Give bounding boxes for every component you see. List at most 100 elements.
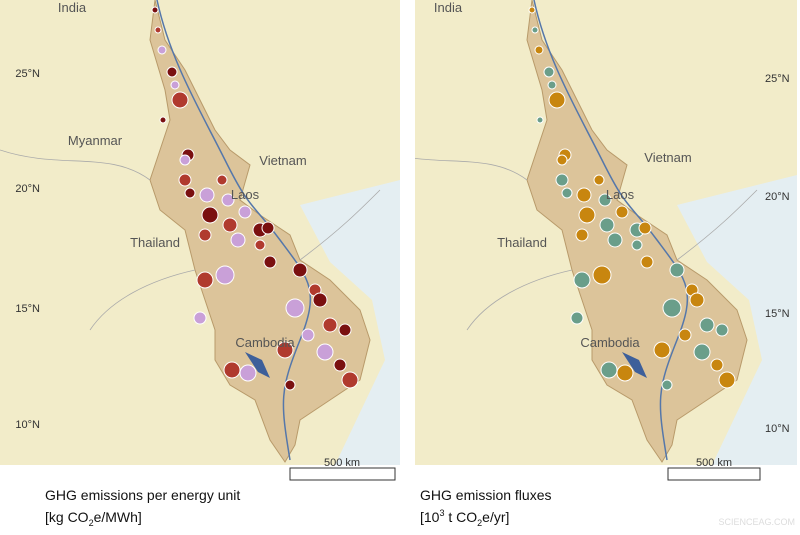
plant-marker <box>166 66 178 78</box>
plant-marker <box>157 45 167 55</box>
plant-marker <box>638 221 652 235</box>
plant-marker <box>199 187 215 203</box>
place-label: Laos <box>231 187 260 202</box>
caption-title: GHG emissions per energy unit <box>45 487 240 503</box>
watermark: SCIENCEAG.COM <box>718 517 795 527</box>
plant-marker <box>285 298 305 318</box>
plant-marker <box>715 323 729 337</box>
unit: t CO <box>444 509 477 525</box>
plant-marker <box>196 271 214 289</box>
caption-unit: [kg CO2e/MWh] <box>45 509 142 528</box>
plant-marker <box>159 116 167 124</box>
plant-marker <box>548 91 566 109</box>
plant-marker <box>263 255 277 269</box>
place-label: Vietnam <box>259 153 306 168</box>
caption-unit: [103 t CO2e/yr] <box>420 508 509 528</box>
plant-marker <box>230 232 246 248</box>
place-label: India <box>434 0 463 15</box>
scale-label: 500 km <box>324 457 360 469</box>
caption-title: GHG emission fluxes <box>420 487 551 503</box>
place-label: India <box>58 0 87 15</box>
plant-marker <box>222 217 238 233</box>
plant-marker <box>640 255 654 269</box>
plant-marker <box>556 154 568 166</box>
plant-marker <box>576 187 592 203</box>
unit-sub: 2 <box>89 518 94 528</box>
plant-marker <box>223 361 241 379</box>
plant-marker <box>616 364 634 382</box>
plant-marker <box>284 379 296 391</box>
scale-bar <box>667 467 761 481</box>
latitude-label: 20°N <box>15 183 40 195</box>
latitude-label: 15°N <box>15 303 40 315</box>
plant-marker <box>536 116 544 124</box>
latitude-label: 25°N <box>15 68 40 80</box>
plant-marker <box>316 343 334 361</box>
plant-marker <box>193 311 207 325</box>
plant-marker <box>276 341 294 359</box>
plant-marker <box>301 328 315 342</box>
plant-marker <box>653 341 671 359</box>
plant-marker <box>198 228 212 242</box>
unit: [kg CO <box>45 509 89 525</box>
plant-marker <box>543 66 555 78</box>
plant-marker <box>221 193 235 207</box>
plant-marker <box>561 187 573 199</box>
unit-sup: 3 <box>439 508 444 518</box>
plant-marker <box>254 239 266 251</box>
plant-marker <box>575 228 589 242</box>
plant-marker <box>216 174 228 186</box>
plant-marker <box>261 221 275 235</box>
plant-marker <box>179 154 191 166</box>
place-label: Thailand <box>130 235 180 250</box>
latitude-label: 10°N <box>765 423 790 435</box>
plant-marker <box>238 205 252 219</box>
plant-marker <box>710 358 724 372</box>
plant-marker <box>528 6 536 14</box>
unit: e/yr] <box>482 509 509 525</box>
plant-marker <box>570 311 584 325</box>
plant-marker <box>555 173 569 187</box>
plant-marker <box>699 317 715 333</box>
plant-marker <box>669 262 685 278</box>
plant-marker <box>678 328 692 342</box>
plant-marker <box>615 205 629 219</box>
plant-marker <box>333 358 347 372</box>
plant-marker <box>578 206 596 224</box>
latitude-label: 25°N <box>765 73 790 85</box>
plant-marker <box>534 45 544 55</box>
place-label: Laos <box>606 187 635 202</box>
place-label: Cambodia <box>580 335 640 350</box>
plant-marker <box>239 364 257 382</box>
latitude-label: 20°N <box>765 191 790 203</box>
plant-marker <box>693 343 711 361</box>
plant-marker <box>178 173 192 187</box>
plant-marker <box>631 239 643 251</box>
latitude-label: 15°N <box>765 308 790 320</box>
place-label: Myanmar <box>68 133 123 148</box>
plant-marker <box>184 187 196 199</box>
plant-marker <box>662 298 682 318</box>
plant-marker <box>201 206 219 224</box>
latitude-label: 10°N <box>15 419 40 431</box>
plant-marker <box>607 232 623 248</box>
plant-marker <box>593 174 605 186</box>
plant-marker <box>171 91 189 109</box>
scale-label: 500 km <box>696 457 732 469</box>
plant-marker <box>599 217 615 233</box>
scale-bar <box>289 467 396 481</box>
plant-marker <box>292 262 308 278</box>
plant-marker <box>322 317 338 333</box>
plant-marker <box>170 80 180 90</box>
unit: e/MWh] <box>94 509 142 525</box>
plant-marker <box>215 265 235 285</box>
plant-marker <box>547 80 557 90</box>
unit: [10 <box>420 509 440 525</box>
plant-marker <box>531 26 539 34</box>
plant-marker <box>592 265 612 285</box>
plant-marker <box>338 323 352 337</box>
plant-marker <box>154 26 162 34</box>
plant-marker <box>573 271 591 289</box>
plant-marker <box>151 6 159 14</box>
